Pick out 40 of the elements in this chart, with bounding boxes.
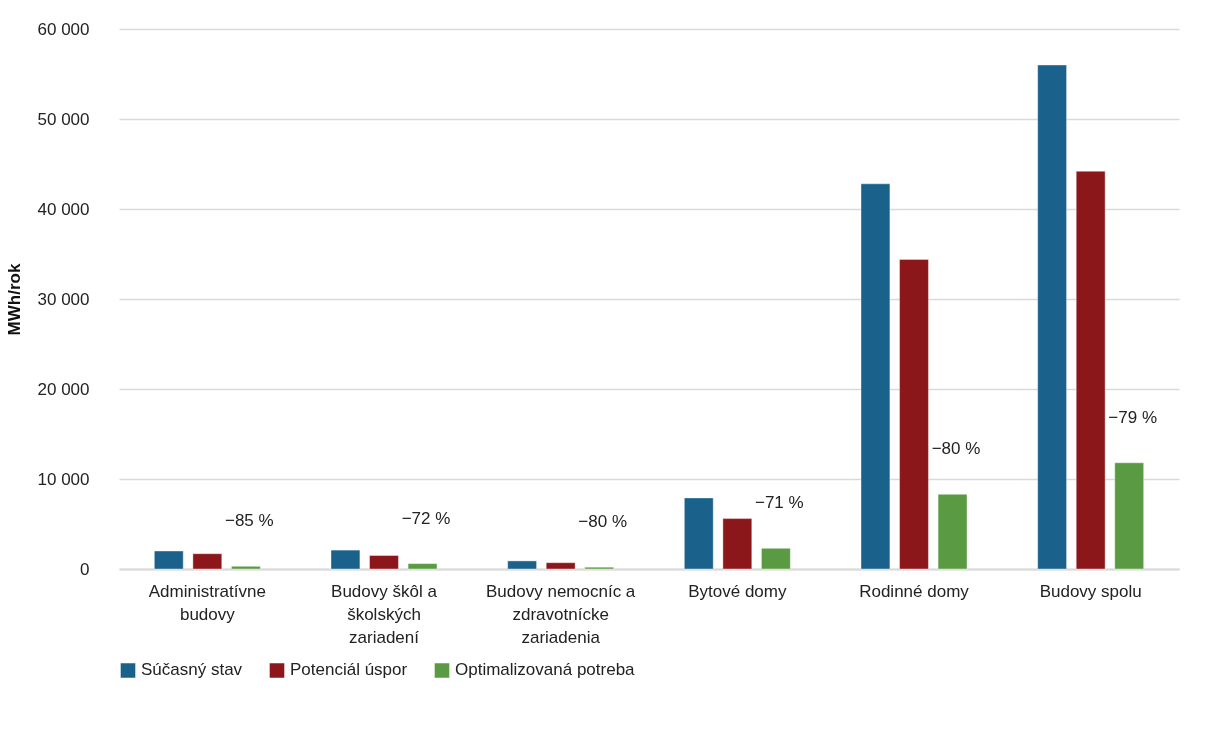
y-axis-title: MWh/rok bbox=[4, 263, 24, 336]
bar bbox=[860, 183, 891, 570]
annotation: −85 % bbox=[224, 511, 274, 531]
bar bbox=[330, 549, 361, 570]
y-tick-label: 50 000 bbox=[37, 109, 90, 129]
bar bbox=[937, 493, 968, 570]
annotation: −80 % bbox=[931, 439, 981, 459]
bar bbox=[683, 497, 714, 570]
x-tick-label: Budovy nemocníc a zdravotnícke zariadenia bbox=[486, 581, 636, 647]
bar bbox=[192, 553, 223, 570]
bar bbox=[899, 258, 929, 570]
bar bbox=[1037, 64, 1068, 570]
annotation: −80 % bbox=[578, 512, 628, 532]
annotation: −79 % bbox=[1108, 407, 1158, 427]
x-tick-label: Budovy spolu bbox=[1039, 581, 1142, 601]
legend-label: Súčasný stav bbox=[141, 660, 243, 680]
bar bbox=[760, 547, 791, 570]
bar bbox=[722, 518, 753, 570]
y-tick-label: 10 000 bbox=[37, 469, 90, 489]
legend-label: Potenciál úspor bbox=[290, 660, 408, 680]
x-tick-label: Rodinné domy bbox=[859, 581, 970, 601]
legend-label: Optimalizovaná potreba bbox=[455, 660, 636, 680]
bar bbox=[507, 560, 538, 570]
x-tick-label: Budovy škôl a školských zariadení bbox=[331, 581, 438, 647]
annotation: −71 % bbox=[754, 493, 804, 513]
annotation: −72 % bbox=[401, 508, 451, 528]
y-tick-label: 60 000 bbox=[37, 19, 90, 39]
x-tick-label: Administratívne budovy bbox=[148, 581, 266, 624]
y-tick-label: 20 000 bbox=[37, 379, 90, 399]
bar bbox=[1075, 170, 1106, 570]
bar bbox=[1114, 462, 1145, 570]
y-tick-label: 30 000 bbox=[37, 289, 90, 309]
bar bbox=[153, 550, 184, 570]
bar bbox=[545, 562, 576, 570]
bar bbox=[369, 555, 399, 570]
x-tick-label: Bytové domy bbox=[688, 581, 787, 601]
y-tick-label: 40 000 bbox=[37, 199, 90, 219]
y-tick-label: 0 bbox=[80, 559, 90, 579]
bar bbox=[230, 565, 261, 570]
bar bbox=[407, 563, 438, 570]
